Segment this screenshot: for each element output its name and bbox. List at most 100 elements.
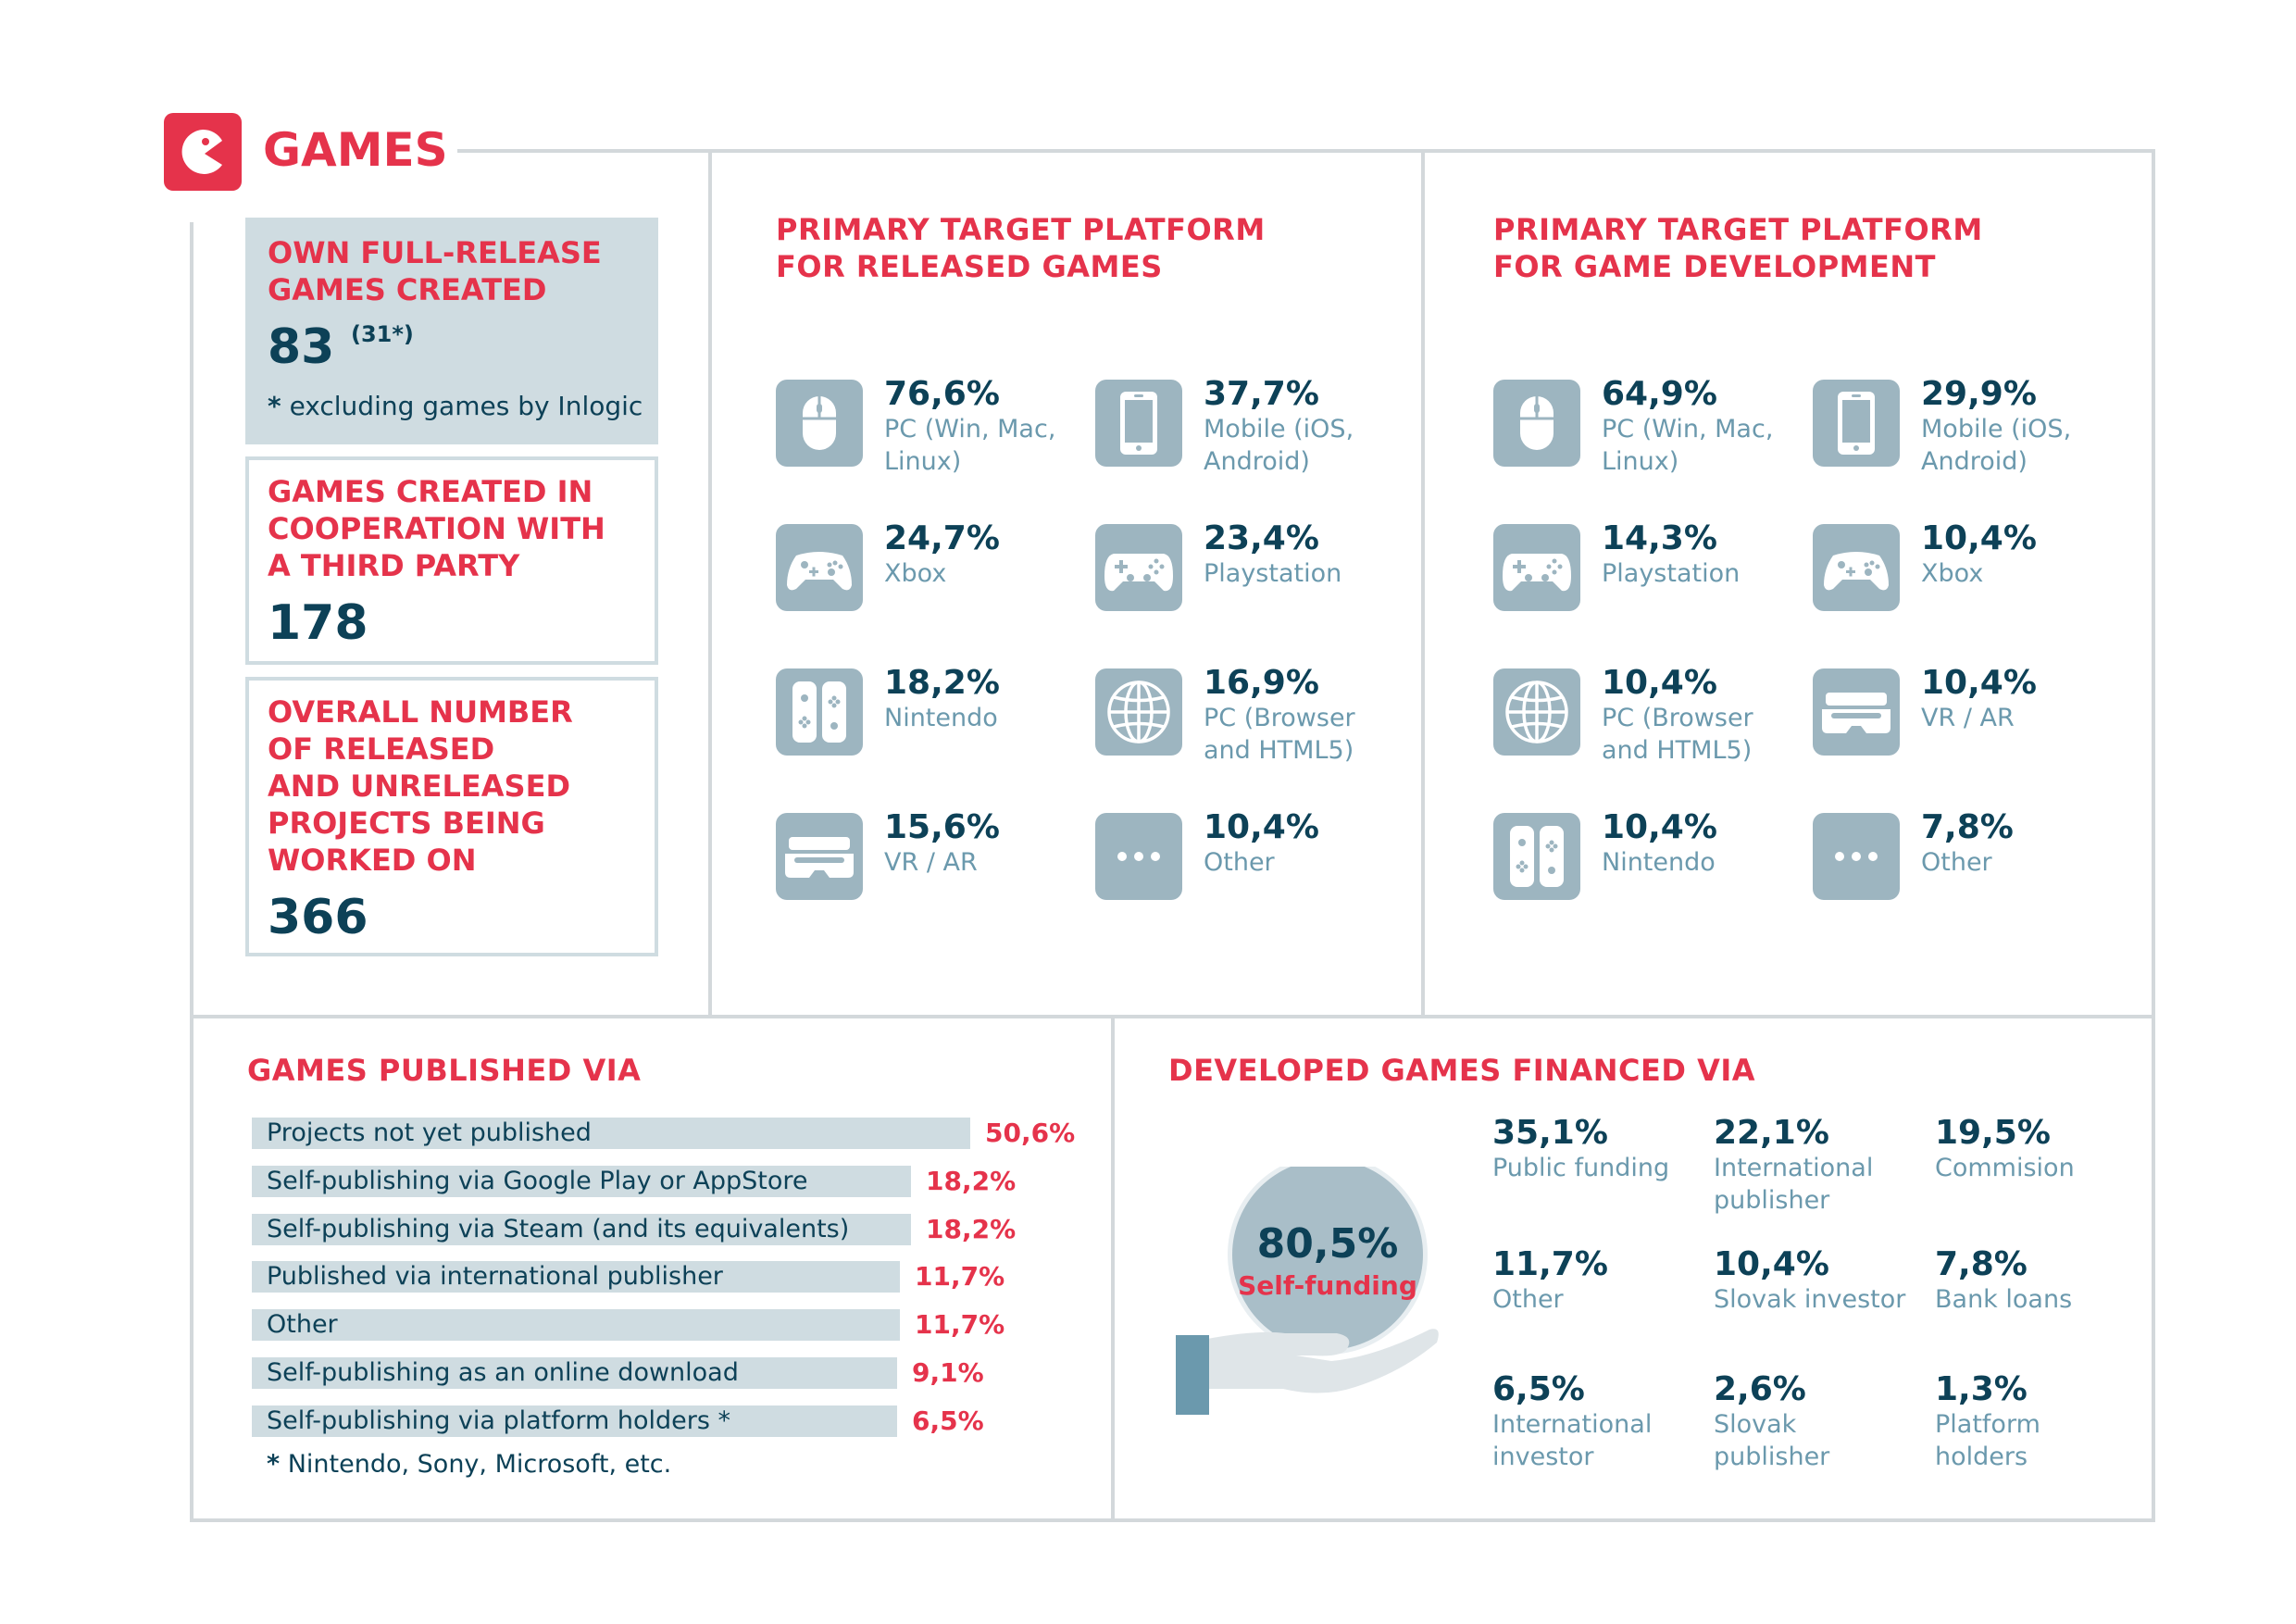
funding-label: publisher bbox=[1714, 1443, 1830, 1471]
bar-category-label: Self-publishing via Google Play or AppSt… bbox=[267, 1166, 808, 1195]
mobile-icon bbox=[1813, 380, 1900, 467]
divider-bottom bbox=[1111, 1015, 1115, 1522]
funding-label: Slovak investor bbox=[1714, 1285, 1906, 1314]
released-platforms-title: PRIMARY TARGET PLATFORM FOR RELEASED GAM… bbox=[776, 211, 1266, 285]
funding-item: 10,4% Slovak investor bbox=[1714, 1246, 1905, 1316]
funding-pct: 11,7% bbox=[1492, 1245, 1608, 1283]
bar-category-label: Published via international publisher bbox=[267, 1262, 723, 1292]
bar: Other bbox=[252, 1309, 900, 1342]
funding-item: 6,5% International investor bbox=[1492, 1371, 1652, 1473]
projects-label-line: AND UNRELEASED bbox=[268, 768, 570, 804]
financed-via-title: DEVELOPED GAMES FINANCED VIA bbox=[1168, 1053, 1756, 1088]
funding-label: International bbox=[1492, 1410, 1653, 1439]
platform-label: PC (Win, Mac, bbox=[884, 415, 1056, 443]
own-games-note: * excluding games by Inlogic bbox=[268, 390, 643, 423]
vr-headset-icon bbox=[1813, 668, 1900, 756]
playstation-controller-icon bbox=[1095, 524, 1182, 611]
platform-pct: 10,4% bbox=[1921, 664, 2037, 702]
platform-label: Playstation bbox=[1204, 559, 1342, 588]
dots-icon bbox=[1095, 813, 1182, 900]
own-games-sup: (31*) bbox=[351, 321, 414, 347]
platform-label: Android) bbox=[1921, 447, 2028, 476]
bar-value-label: 9,1% bbox=[912, 1357, 984, 1388]
title-line: PRIMARY TARGET PLATFORM bbox=[1493, 212, 1983, 247]
nintendo-switch-icon bbox=[776, 668, 863, 756]
bar-category-label: Self-publishing via platform holders * bbox=[267, 1405, 730, 1435]
development-platforms-title: PRIMARY TARGET PLATFORM FOR GAME DEVELOP… bbox=[1493, 211, 1983, 285]
bar: Self-publishing as an online download bbox=[252, 1357, 897, 1389]
platform-label: and HTML5) bbox=[1602, 736, 1753, 765]
platform-pct: 7,8% bbox=[1921, 808, 2014, 846]
platform-label: Android) bbox=[1204, 447, 1310, 476]
funding-item: 7,8% Bank loans bbox=[1935, 1246, 2072, 1316]
frame-right-line bbox=[2152, 149, 2155, 1522]
divider-middle bbox=[190, 1015, 2155, 1018]
platform-label: PC (Browser bbox=[1204, 704, 1355, 732]
xbox-controller-icon bbox=[776, 524, 863, 611]
platform-label: Other bbox=[1204, 848, 1275, 877]
funding-pct: 2,6% bbox=[1714, 1370, 1806, 1408]
platform-pct: 37,7% bbox=[1204, 375, 1319, 413]
projects-label-line: OF RELEASED bbox=[268, 731, 495, 767]
xbox-controller-icon bbox=[1813, 524, 1900, 611]
frame-top-line bbox=[457, 149, 2155, 153]
platform-pct: 15,6% bbox=[884, 808, 1000, 846]
bar: Projects not yet published bbox=[252, 1118, 970, 1149]
mouse-icon bbox=[1493, 380, 1580, 467]
bar-category-label: Self-publishing via Steam (and its equiv… bbox=[267, 1214, 850, 1243]
title-line: PRIMARY TARGET PLATFORM bbox=[776, 212, 1266, 247]
own-games-label: OWN FULL-RELEASE GAMES CREATED bbox=[268, 234, 602, 308]
note-text: excluding games by Inlogic bbox=[289, 391, 643, 421]
funding-label: Bank loans bbox=[1935, 1285, 2073, 1314]
bar: Published via international publisher bbox=[252, 1261, 900, 1293]
coop-label-line: COOPERATION WITH bbox=[268, 511, 605, 546]
funding-item: 2,6% Slovak publisher bbox=[1714, 1371, 1829, 1473]
platform-item: 18,2% Nintendo bbox=[884, 665, 1000, 734]
bar: Self-publishing via Google Play or AppSt… bbox=[252, 1165, 911, 1197]
platform-item: 24,7% Xbox bbox=[884, 520, 1000, 590]
platform-item: 10,4% VR / AR bbox=[1921, 665, 2037, 734]
funding-item: 19,5% Commision bbox=[1935, 1115, 2075, 1184]
bar-value-label: 50,6% bbox=[985, 1118, 1076, 1148]
own-games-value: 83 bbox=[268, 319, 335, 375]
projects-label-line: WORKED ON bbox=[268, 843, 477, 878]
funding-pct: 6,5% bbox=[1492, 1370, 1585, 1408]
mouse-icon bbox=[776, 380, 863, 467]
bar: Self-publishing via Steam (and its equiv… bbox=[252, 1213, 911, 1245]
dots-icon bbox=[1813, 813, 1900, 900]
bar: Self-publishing via platform holders * bbox=[252, 1405, 897, 1437]
platform-pct: 29,9% bbox=[1921, 375, 2037, 413]
hand-coin-icon bbox=[1174, 1155, 1452, 1426]
platform-label: VR / AR bbox=[884, 848, 978, 877]
platform-label: PC (Browser bbox=[1602, 704, 1753, 732]
playstation-controller-icon bbox=[1493, 524, 1580, 611]
funding-item: 35,1% Public funding bbox=[1492, 1115, 1669, 1184]
platform-item: 10,4% Xbox bbox=[1921, 520, 2037, 590]
funding-label: Public funding bbox=[1492, 1154, 1670, 1182]
vr-headset-icon bbox=[776, 813, 863, 900]
funding-label: publisher bbox=[1714, 1186, 1830, 1215]
platform-label: and HTML5) bbox=[1204, 736, 1354, 765]
platform-pct: 10,4% bbox=[1602, 664, 1717, 702]
published-via-title: GAMES PUBLISHED VIA bbox=[247, 1053, 642, 1088]
platform-item: 37,7% Mobile (iOS, Android) bbox=[1204, 376, 1354, 478]
projects-value: 366 bbox=[268, 890, 368, 945]
page-title: GAMES bbox=[263, 123, 448, 177]
self-funding-label: Self-funding bbox=[1238, 1270, 1417, 1301]
bar-category-label: Projects not yet published bbox=[267, 1118, 592, 1147]
platform-label: Xbox bbox=[884, 559, 947, 588]
platform-label: PC (Win, Mac, bbox=[1602, 415, 1774, 443]
projects-label: OVERALL NUMBER OF RELEASED AND UNRELEASE… bbox=[268, 693, 573, 879]
platform-pct: 14,3% bbox=[1602, 519, 1717, 557]
platform-pct: 10,4% bbox=[1204, 808, 1319, 846]
platform-label: Xbox bbox=[1921, 559, 1984, 588]
projects-label-line: OVERALL NUMBER bbox=[268, 694, 573, 730]
platform-item: 7,8% Other bbox=[1921, 809, 2014, 879]
platform-item: 10,4% PC (Browser and HTML5) bbox=[1602, 665, 1753, 767]
note-star: * bbox=[268, 391, 281, 421]
funding-label: International bbox=[1714, 1154, 1874, 1182]
funding-label: holders bbox=[1935, 1443, 2028, 1471]
projects-label-line: PROJECTS BEING bbox=[268, 806, 545, 841]
platform-item: 10,4% Other bbox=[1204, 809, 1319, 879]
published-footnote: * Nintendo, Sony, Microsoft, etc. bbox=[267, 1449, 671, 1480]
